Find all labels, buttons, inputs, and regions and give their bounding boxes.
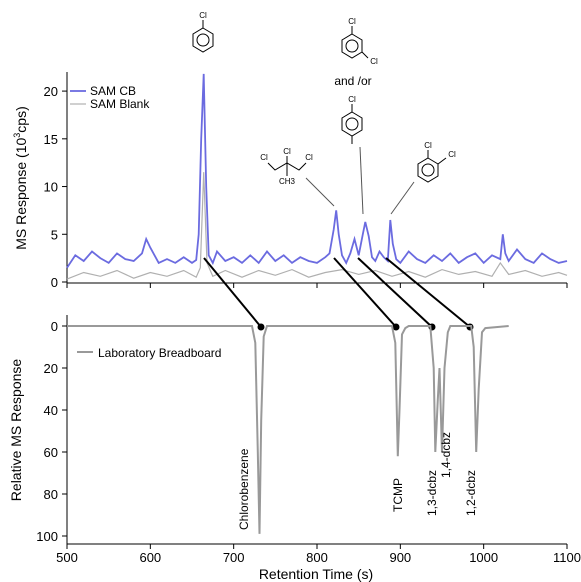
series-line-sam-cb	[66, 73, 568, 269]
correspondence-line	[203, 257, 262, 328]
y-tick-label: 40	[44, 403, 58, 418]
12-dcbz-structure	[417, 150, 447, 183]
y-tick-label: 80	[44, 487, 58, 502]
x-tick-label: 500	[56, 550, 78, 565]
13-dcbz-cl-label: Cl	[348, 17, 356, 26]
x-tick-label: 1100	[553, 550, 581, 565]
top-panel: 0 5 10 15 20 MS Response (103cps) SAM CB SAM…	[12, 11, 568, 290]
legend-label-sam-blank: SAM Blank	[90, 97, 150, 111]
top-y-axis-title: MS Response (103cps)	[12, 106, 29, 250]
chlorobenzene-structure	[192, 20, 214, 53]
correspondence-dot	[392, 323, 400, 331]
x-tick-label: 800	[306, 550, 328, 565]
benzene-ring	[417, 157, 439, 183]
aromatic-circle	[421, 163, 435, 177]
bottom-legend: Laboratory Breadboard	[77, 346, 221, 360]
pointer-14-dcbz	[359, 146, 364, 215]
y-tick-label: 20	[44, 84, 58, 99]
14-dcbz-cl-label: Cl	[348, 95, 356, 104]
x-tick-label: 900	[389, 550, 411, 565]
pointer-12-dcbz	[390, 181, 415, 215]
y-tick-label: 10	[44, 180, 58, 195]
tcmp-cl-label: Cl	[283, 147, 291, 156]
benzene-ring	[192, 27, 214, 53]
14-dcbz-structure	[341, 104, 363, 144]
correspondence-line	[333, 257, 397, 328]
y-tick-label: 0	[51, 319, 58, 334]
bottom-x-axis-title: Retention Time (s)	[259, 566, 373, 582]
legend-label-laboratory-breadboard: Laboratory Breadboard	[98, 346, 221, 360]
series-line-sam-blank	[66, 172, 568, 280]
bottom-panel: 0 20 40 60 80 100 500 600 700 800 900 1000 1100 Rel…	[8, 315, 581, 582]
peak-label-13-dcbz: 1,3-dcbz	[425, 470, 439, 516]
y-tick-label: 5	[51, 227, 58, 242]
tcmp-cl-label: Cl	[305, 153, 313, 162]
y-tick-label: 100	[36, 529, 58, 544]
peak-correspondence-lines	[203, 257, 474, 331]
correspondence-line	[357, 257, 433, 328]
x-tick-label: 600	[139, 550, 161, 565]
x-tick-label: 1000	[469, 550, 498, 565]
top-x-ticks	[66, 283, 568, 288]
x-tick-label: 700	[223, 550, 245, 565]
legend-label-sam-cb: SAM CB	[90, 84, 136, 98]
aromatic-circle	[345, 39, 359, 53]
top-y-ticks: 0 5 10 15 20	[44, 84, 67, 290]
12-dcbz-cl-label: Cl	[424, 141, 432, 150]
bottom-y-axis-title: Relative MS Response	[8, 359, 24, 502]
tcmp-cl-label: Cl	[260, 153, 268, 162]
13-dcbz-cl-label: Cl	[370, 57, 378, 66]
bottom-x-ticks: 500 600 700 800 900 1000 1100	[56, 544, 581, 565]
ring-bond	[437, 157, 447, 165]
correspondence-dot	[257, 323, 265, 331]
y-tick-label: 0	[51, 275, 58, 290]
peak-label-14-dcbz: 1,4-dcbz	[439, 432, 453, 478]
y-tick-label: 60	[44, 445, 58, 460]
ring-bond	[361, 51, 369, 59]
peak-label-chlorobenzene: Chlorobenzene	[237, 448, 251, 530]
tcmp-structure	[267, 156, 307, 176]
correspondence-line	[385, 257, 471, 328]
benzene-ring	[341, 111, 363, 137]
benzene-ring	[341, 33, 363, 59]
y-tick-label: 20	[44, 361, 58, 376]
bottom-y-ticks: 0 20 40 60 80 100	[36, 319, 67, 544]
aromatic-circle	[196, 33, 210, 47]
pointer-tcmp	[305, 177, 335, 207]
series-line-laboratory-breadboard	[67, 325, 509, 534]
tcmp-ch3-label: CH3	[279, 177, 296, 186]
aromatic-circle	[345, 117, 359, 131]
and-or-annotation: and /or	[334, 74, 371, 88]
top-legend: SAM CB SAM Blank	[70, 84, 150, 111]
peak-label-tcmp: TCMP	[391, 478, 405, 512]
peak-label-12-dcbz: 1,2-dcbz	[464, 470, 478, 516]
y-tick-label: 15	[44, 132, 58, 147]
13-dcbz-structure	[341, 26, 369, 59]
12-dcbz-cl-label: Cl	[448, 150, 456, 159]
chlorobenzene-cl-label: Cl	[199, 11, 207, 20]
